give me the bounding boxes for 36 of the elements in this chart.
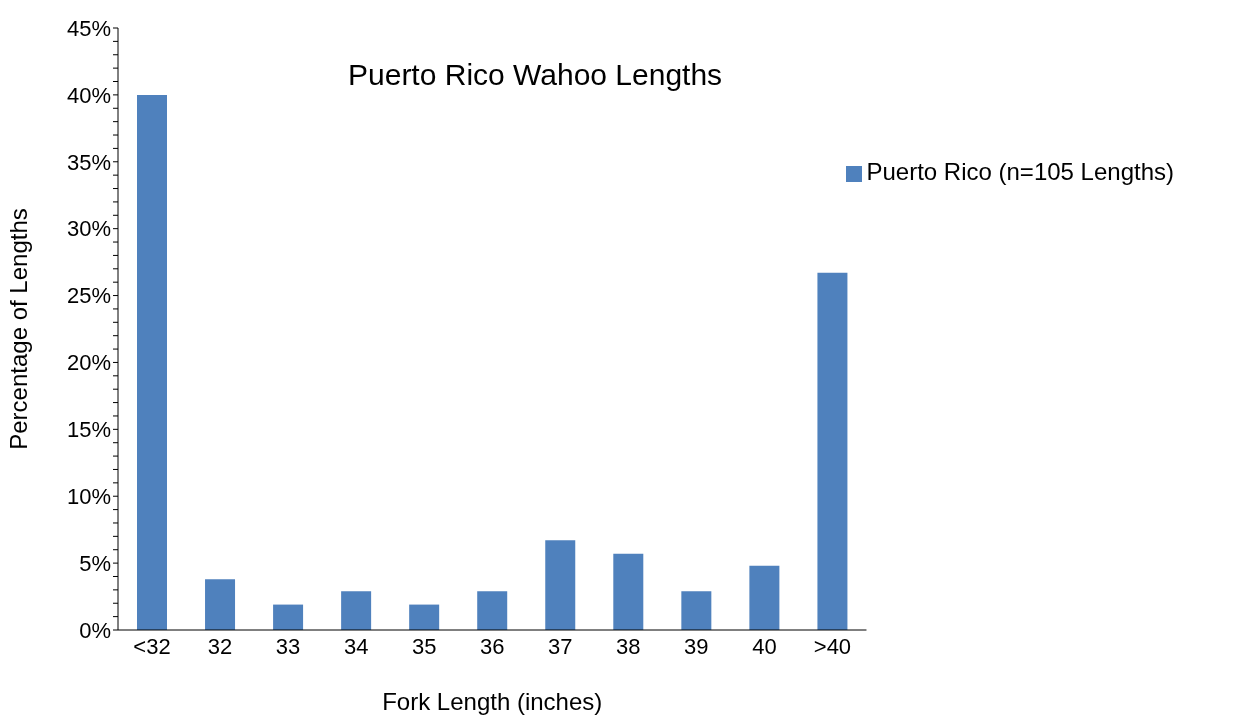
x-tick-label: <32 (133, 633, 171, 659)
text: Puerto Rico Wahoo Lengths (348, 58, 723, 92)
legend-label: Puerto Rico (n=105 Lengths) (866, 158, 1174, 185)
x-tick-label: 36 (479, 633, 505, 659)
bar (341, 591, 372, 630)
x-tick-label: 33 (275, 633, 301, 659)
y-tick-label: 45% (66, 15, 111, 41)
x-tick-label: >40 (813, 633, 852, 659)
y-tick-label: 15% (66, 417, 111, 443)
bar (613, 553, 644, 630)
y-tick-label: 5% (79, 550, 111, 576)
bar (477, 591, 508, 630)
x-tick-label: 35 (411, 633, 437, 659)
x-tick-label: 32 (207, 633, 233, 659)
y-tick-label: 35% (66, 149, 111, 175)
x-tick-label: 37 (548, 633, 573, 659)
bar (749, 565, 780, 630)
y-axis-title: Percentage of Lengths (4, 208, 32, 450)
bar (137, 94, 167, 630)
x-tick-label: 40 (752, 633, 777, 659)
y-tick-label: 10% (66, 484, 111, 510)
x-tick-label: 38 (616, 633, 641, 659)
x-axis-title: Fork Length (inches) (382, 688, 603, 715)
y-tick-label: 30% (66, 216, 111, 242)
x-tick-label: 39 (684, 633, 709, 659)
x-tick-label: 34 (343, 633, 369, 659)
y-tick-label: 40% (66, 82, 111, 108)
bar (817, 272, 848, 630)
bar (205, 579, 236, 630)
bar (409, 604, 440, 630)
bar (545, 540, 576, 630)
bar (273, 604, 304, 630)
bar (681, 591, 712, 630)
y-tick-label: 25% (66, 283, 111, 309)
y-tick-label: 0% (79, 617, 111, 643)
y-tick-label: 20% (66, 350, 111, 376)
